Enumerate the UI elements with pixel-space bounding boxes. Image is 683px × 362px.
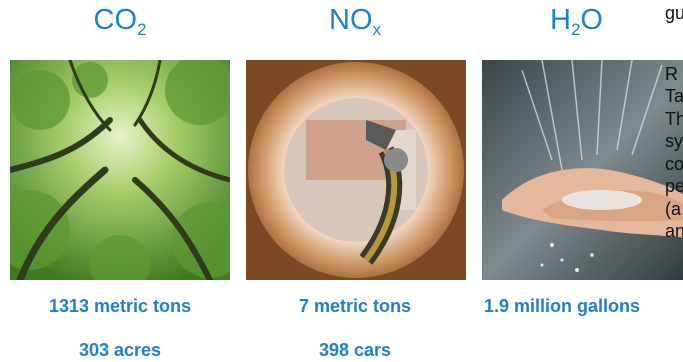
nox-tons-value: 7 metric tons [298, 296, 412, 316]
co2-heading: CO2 [93, 4, 147, 39]
co2-acres-value: 303 acres [78, 340, 162, 360]
nox-heading: NOx [329, 4, 381, 39]
side-text-first: gu [665, 3, 683, 23]
nox-cars-value: 398 cars [318, 340, 392, 360]
h2o-heading: H2O [550, 4, 603, 39]
side-text-line: pe [665, 176, 683, 196]
h2o-gallons-value: 1.9 million gallons [484, 296, 641, 316]
side-text-line: R [665, 63, 678, 84]
forest-canopy-image [10, 60, 230, 280]
fuel-nozzle-image [246, 60, 466, 280]
side-text-line: (a [665, 198, 682, 219]
co2-tons-value: 1313 metric tons [48, 296, 192, 316]
side-text-line: Ta [665, 86, 683, 106]
side-text-line: an [665, 221, 683, 241]
water-hands-image [482, 60, 683, 280]
side-text-line: co [665, 153, 683, 174]
side-text-line: Th [665, 108, 683, 129]
side-paragraph: gu R Ta Th sy co pe (a an [665, 0, 683, 243]
side-text-line: sy [665, 131, 683, 151]
